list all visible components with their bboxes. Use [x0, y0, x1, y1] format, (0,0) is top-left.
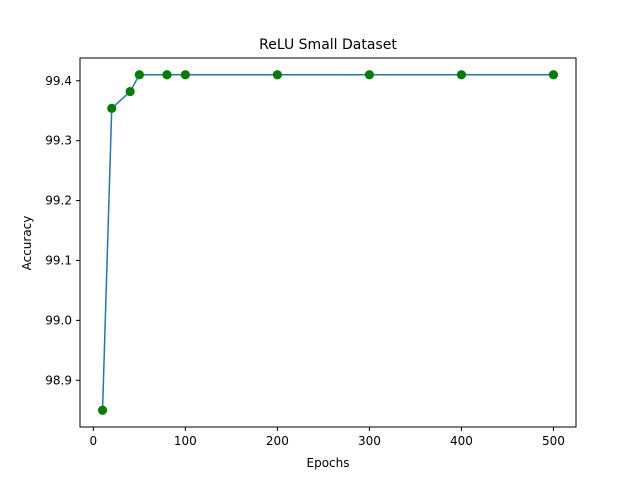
- data-point: [364, 70, 375, 80]
- y-tick-label: 99.3: [45, 134, 72, 148]
- y-tick-label: 99.4: [45, 74, 72, 88]
- y-axis-label: Accuracy: [20, 216, 34, 271]
- x-tick-label: 200: [266, 434, 289, 448]
- y-tick-label: 99.2: [45, 194, 72, 208]
- data-point: [134, 70, 144, 80]
- y-tick-label: 99.0: [45, 313, 72, 327]
- y-tick-label: 98.9: [45, 373, 72, 387]
- x-tick-label: 400: [450, 434, 473, 448]
- y-tick-label: 99.1: [45, 253, 72, 267]
- x-tick-label: 100: [174, 434, 197, 448]
- data-point: [125, 86, 135, 97]
- x-axis-label: Epochs: [307, 456, 350, 470]
- data-point: [162, 70, 172, 80]
- x-tick-label: 500: [542, 434, 565, 448]
- series-line: [101, 74, 554, 411]
- x-tick-label: 300: [358, 434, 381, 448]
- data-point: [272, 70, 282, 80]
- data-point: [456, 70, 467, 80]
- plot-area: [97, 70, 559, 415]
- data-point: [97, 405, 108, 415]
- data-point: [180, 70, 190, 80]
- chart-title: ReLU Small Dataset: [259, 37, 397, 53]
- x-tick-label: 0: [90, 434, 98, 448]
- data-point: [548, 70, 559, 80]
- data-point: [107, 103, 117, 113]
- plot-frame: [79, 57, 577, 428]
